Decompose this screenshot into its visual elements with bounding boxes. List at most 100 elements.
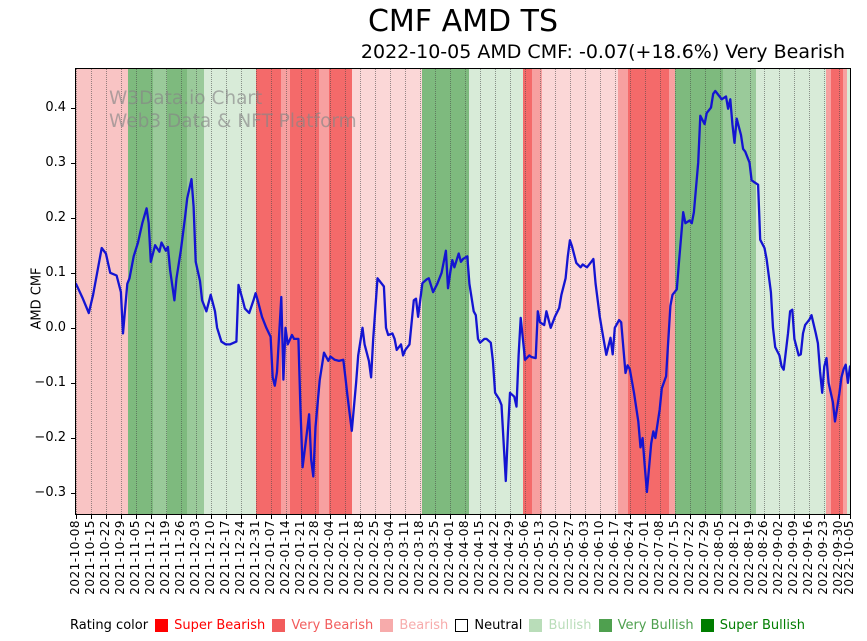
x-tick-mark (180, 515, 182, 519)
x-tick-mark (674, 515, 676, 519)
x-tick-mark (629, 515, 631, 519)
x-tick-mark (150, 515, 152, 519)
legend-item-super-bearish: Super Bearish (155, 618, 265, 633)
x-tick-label: 2022-05-20 (546, 520, 561, 595)
gridline (644, 69, 646, 514)
x-tick-label: 2022-09-09 (786, 520, 801, 595)
rating-band-bearish_mid (318, 69, 330, 514)
x-tick-label: 2022-07-29 (696, 520, 711, 595)
gridline (345, 69, 347, 514)
chart-title: CMF AMD TS (367, 4, 559, 39)
y-tick-mark (71, 272, 75, 274)
rating-band-bearish_mid (826, 69, 831, 514)
gridline (465, 69, 467, 514)
gridline (315, 69, 317, 514)
x-tick-label: 2021-11-26 (172, 520, 187, 595)
gridline (300, 69, 302, 514)
gridline (285, 69, 287, 514)
gridline (180, 69, 182, 514)
y-tick-label: 0.2 (45, 209, 66, 225)
legend-item-label: Bullish (548, 617, 592, 633)
x-tick-label: 2022-04-01 (442, 520, 457, 595)
gridline (360, 69, 362, 514)
gridline (764, 69, 766, 514)
legend-item-label: Very Bullish (617, 617, 694, 633)
gridline (554, 69, 556, 514)
x-tick-mark (689, 515, 691, 519)
gridline (270, 69, 272, 514)
x-tick-label: 2021-10-22 (97, 520, 112, 595)
x-tick-label: 2022-04-08 (457, 520, 472, 595)
y-tick-label: 0.3 (45, 154, 66, 170)
rating-band-bearish_mid (281, 69, 290, 514)
gridline (569, 69, 571, 514)
x-tick-label: 2022-02-11 (337, 520, 352, 595)
x-tick-mark (539, 515, 541, 519)
legend-swatch (380, 618, 394, 632)
legend-item-label: Super Bullish (719, 617, 805, 633)
rating-legend: Rating color Super Bearish Very Bearish Be… (70, 612, 805, 638)
x-tick-mark (599, 515, 601, 519)
x-tick-mark (704, 515, 706, 519)
gridline (480, 69, 482, 514)
x-tick-label: 2022-01-28 (307, 520, 322, 595)
x-tick-mark (105, 515, 107, 519)
gridline (824, 69, 826, 514)
rating-band-very_bearish (627, 69, 670, 514)
x-tick-mark (495, 515, 497, 519)
y-tick-mark (71, 217, 75, 219)
x-tick-label: 2021-11-12 (142, 520, 157, 595)
x-tick-label: 2022-08-12 (726, 520, 741, 595)
x-tick-label: 2022-01-07 (262, 520, 277, 595)
x-tick-label: 2022-10-05 (842, 520, 856, 595)
x-tick-mark (255, 515, 257, 519)
legend-item-very-bearish: Very Bearish (272, 618, 373, 633)
x-tick-label: 2022-02-25 (367, 520, 382, 595)
legend-swatch (455, 618, 469, 632)
gridline (255, 69, 257, 514)
gridline (510, 69, 512, 514)
x-tick-label: 2022-02-04 (322, 520, 337, 595)
legend-swatch (272, 618, 286, 632)
y-tick-mark (71, 162, 75, 164)
x-tick-mark (809, 515, 811, 519)
x-tick-label: 2022-03-11 (397, 520, 412, 595)
x-tick-mark (749, 515, 751, 519)
gridline (839, 69, 841, 514)
gridline (495, 69, 497, 514)
cmf-line-series (76, 89, 850, 494)
rating-band-bullish (204, 69, 256, 514)
rating-band-bearish_mid (532, 69, 543, 514)
y-tick-label: 0.0 (45, 319, 66, 335)
x-tick-label: 2022-05-06 (517, 520, 531, 595)
gridline (614, 69, 616, 514)
x-tick-mark (525, 515, 526, 519)
legend-swatch (155, 618, 169, 632)
gridline (539, 69, 541, 514)
legend-item-label: Neutral (474, 617, 523, 633)
x-tick-mark (270, 515, 272, 519)
legend-item-label: Bearish (399, 617, 449, 633)
rating-band-bearish_mid (842, 69, 847, 514)
y-tick-mark (71, 382, 75, 384)
x-tick-mark (360, 515, 362, 519)
gridline (525, 69, 526, 514)
x-tick-label: 2021-12-10 (202, 520, 217, 595)
legend-item-label: Very Bearish (291, 617, 374, 633)
x-tick-label: 2022-06-03 (576, 520, 591, 595)
chart-subtitle: 2022-10-05 AMD CMF: -0.07(+18.6%) Very B… (360, 41, 845, 63)
x-tick-mark (135, 515, 137, 519)
legend-item-very-bullish: Very Bullish (598, 617, 694, 633)
gridline (150, 69, 152, 514)
x-tick-label: 2022-01-21 (292, 520, 307, 595)
gridline (689, 69, 691, 514)
x-tick-label: 2021-12-31 (247, 520, 262, 595)
y-tick-mark (71, 327, 75, 329)
gridline (435, 69, 437, 514)
gridline (390, 69, 392, 514)
gridline (225, 69, 227, 514)
x-tick-label: 2021-10-29 (112, 520, 127, 595)
x-tick-mark (510, 515, 512, 519)
x-tick-mark (614, 515, 616, 519)
